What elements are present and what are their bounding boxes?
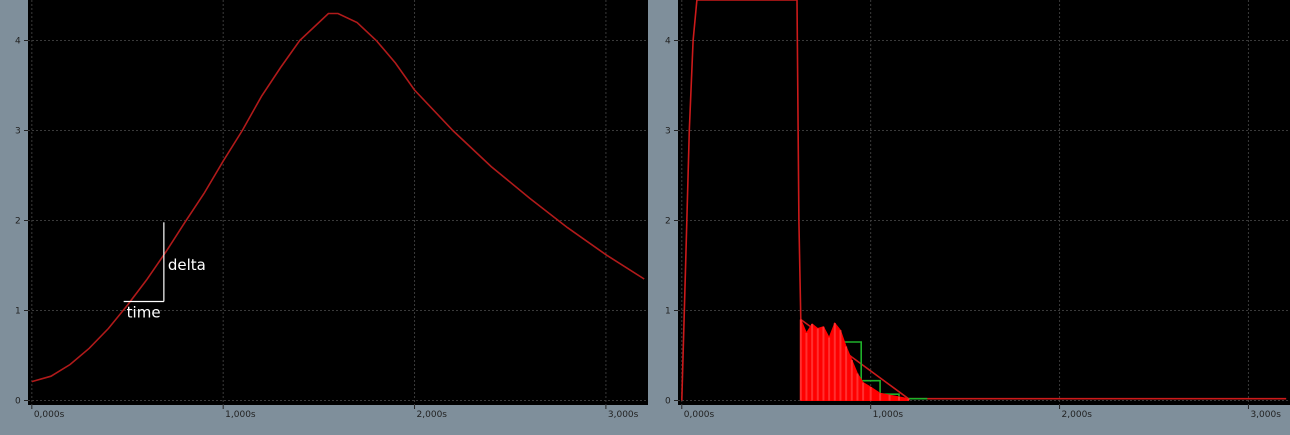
x-tick-label: 3,000s [1250, 410, 1281, 420]
y-tick-label: 3 [15, 127, 21, 137]
y-tick-label: 2 [665, 217, 671, 227]
x-tick-label: 0,000s [34, 410, 65, 420]
time-label: time [127, 304, 161, 322]
x-tick-label: 1,000s [873, 410, 904, 420]
x-tick-label: 2,000s [417, 410, 448, 420]
x-tick-label: 1,000s [225, 410, 256, 420]
x-tick-label: 0,000s [684, 410, 715, 420]
y-tick-label: 3 [665, 127, 671, 137]
plot-area-2 [678, 0, 1290, 405]
y-tick-label: 0 [15, 397, 21, 407]
y-tick-label: 4 [665, 37, 671, 47]
y-tick-label: 4 [15, 37, 21, 47]
x-tick-label: 3,000s [608, 410, 639, 420]
x-tick-label: 2,000s [1062, 410, 1093, 420]
y-tick-label: 1 [15, 307, 21, 317]
series-line-2-1 [681, 0, 1287, 401]
series-line-1-1 [31, 12, 645, 383]
y-tick-label: 2 [15, 217, 21, 227]
y-tick-label: 0 [665, 397, 671, 407]
y-tick-label: 1 [665, 307, 671, 317]
delta-label: delta [168, 256, 206, 274]
plot-area-1 [28, 0, 648, 405]
